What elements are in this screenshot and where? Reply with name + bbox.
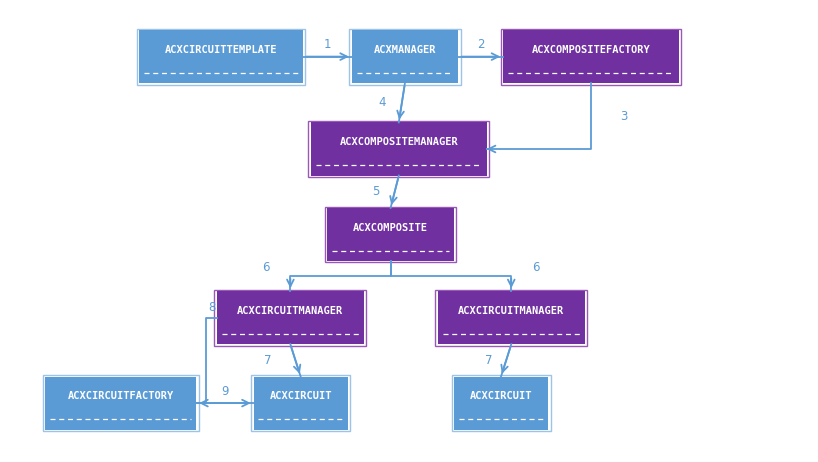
Text: 7: 7: [484, 354, 492, 367]
Text: ACXCIRCUIT: ACXCIRCUIT: [470, 391, 533, 401]
Text: ACXCOMPOSITEMANAGER: ACXCOMPOSITEMANAGER: [339, 137, 458, 147]
Text: 3: 3: [620, 109, 627, 122]
Text: ACXCIRCUITMANAGER: ACXCIRCUITMANAGER: [237, 306, 344, 316]
Text: ACXCIRCUITMANAGER: ACXCIRCUITMANAGER: [458, 306, 564, 316]
Text: 6: 6: [532, 261, 540, 274]
Text: 9: 9: [221, 385, 229, 398]
Text: 7: 7: [263, 354, 272, 367]
Text: ACXCOMPOSITEFACTORY: ACXCOMPOSITEFACTORY: [532, 45, 650, 55]
FancyBboxPatch shape: [454, 377, 548, 430]
Text: ACXCIRCUIT: ACXCIRCUIT: [269, 391, 332, 401]
Text: 6: 6: [262, 261, 270, 274]
Text: ACXMANAGER: ACXMANAGER: [374, 45, 436, 55]
Text: 8: 8: [208, 301, 215, 314]
FancyBboxPatch shape: [503, 30, 679, 83]
Text: 2: 2: [477, 37, 484, 51]
Text: 1: 1: [323, 37, 331, 51]
FancyBboxPatch shape: [217, 291, 364, 344]
Text: ACXCOMPOSITE: ACXCOMPOSITE: [353, 223, 428, 232]
Text: 4: 4: [378, 96, 386, 109]
Text: 5: 5: [372, 185, 380, 198]
Text: ACXCIRCUITTEMPLATE: ACXCIRCUITTEMPLATE: [164, 45, 277, 55]
FancyBboxPatch shape: [45, 377, 196, 430]
FancyBboxPatch shape: [254, 377, 348, 430]
Text: ACXCIRCUITFACTORY: ACXCIRCUITFACTORY: [68, 391, 173, 401]
FancyBboxPatch shape: [139, 30, 303, 83]
FancyBboxPatch shape: [327, 208, 454, 261]
FancyBboxPatch shape: [311, 122, 487, 176]
FancyBboxPatch shape: [352, 30, 458, 83]
FancyBboxPatch shape: [438, 291, 585, 344]
